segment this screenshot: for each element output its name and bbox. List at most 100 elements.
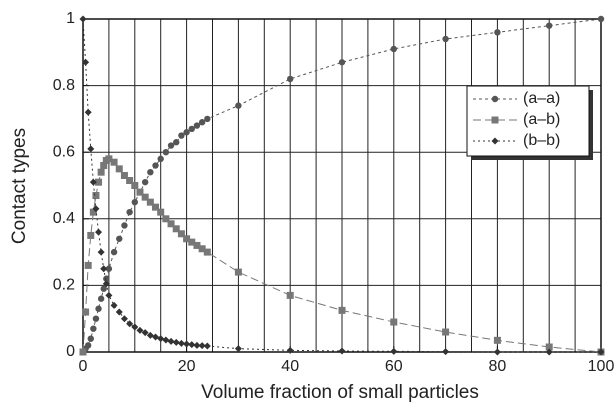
marker — [115, 165, 123, 173]
marker — [167, 337, 175, 345]
marker — [172, 225, 180, 233]
marker — [92, 191, 100, 199]
marker — [234, 268, 242, 276]
marker — [152, 162, 159, 169]
marker — [198, 119, 206, 126]
marker — [92, 205, 100, 213]
marker — [141, 193, 149, 201]
marker — [162, 149, 170, 156]
marker — [126, 320, 134, 328]
legend-marker — [491, 116, 499, 124]
marker — [126, 177, 134, 185]
y-tick-label: 0.8 — [53, 77, 75, 94]
marker — [287, 75, 294, 83]
marker — [90, 325, 97, 332]
marker — [115, 308, 123, 316]
y-tick-label: 0.2 — [53, 277, 75, 294]
marker — [167, 220, 175, 228]
y-tick-label: 0.4 — [53, 210, 75, 227]
marker — [177, 339, 185, 347]
marker — [87, 145, 95, 153]
marker — [162, 336, 170, 344]
marker — [546, 22, 553, 29]
marker — [286, 346, 294, 354]
marker — [286, 291, 294, 299]
marker — [183, 235, 191, 243]
marker — [89, 208, 97, 216]
marker — [146, 198, 154, 206]
marker — [141, 329, 149, 337]
marker — [100, 162, 108, 170]
marker — [87, 335, 94, 342]
legend — [466, 85, 590, 157]
marker — [97, 248, 105, 256]
marker — [338, 347, 346, 355]
marker — [95, 178, 103, 186]
marker — [442, 35, 449, 43]
marker — [92, 315, 100, 322]
marker — [103, 275, 110, 282]
marker — [203, 248, 211, 256]
x-tick-label: 40 — [281, 358, 299, 375]
legend-label: (a–b) — [523, 111, 560, 128]
marker — [183, 340, 191, 348]
marker — [97, 295, 105, 302]
legend-marker — [491, 95, 499, 103]
marker — [147, 168, 154, 176]
marker — [198, 245, 206, 253]
marker — [390, 45, 397, 53]
marker — [152, 333, 160, 341]
marker — [545, 348, 553, 356]
marker — [100, 285, 107, 292]
marker — [193, 122, 201, 129]
marker — [597, 15, 605, 23]
y-tick-label: 0.6 — [53, 143, 75, 160]
x-tick-label: 20 — [178, 358, 196, 375]
marker — [82, 58, 90, 66]
marker — [173, 139, 180, 146]
marker — [167, 142, 175, 149]
marker — [97, 168, 105, 176]
marker — [193, 341, 201, 349]
marker — [493, 336, 501, 344]
marker — [172, 338, 180, 346]
marker — [152, 203, 160, 211]
x-tick-label: 60 — [385, 358, 403, 375]
marker — [183, 129, 190, 136]
marker — [95, 228, 103, 236]
x-tick-label: 100 — [588, 358, 615, 375]
marker — [102, 280, 110, 288]
marker — [89, 178, 97, 186]
marker — [338, 306, 346, 314]
marker — [131, 323, 139, 331]
marker — [442, 328, 450, 336]
marker — [82, 308, 90, 316]
marker — [494, 29, 501, 36]
marker — [177, 230, 185, 238]
marker — [136, 188, 144, 196]
marker — [105, 265, 113, 272]
marker — [234, 345, 242, 353]
x-tick-label: 0 — [79, 358, 88, 375]
x-tick-label: 80 — [489, 358, 507, 375]
y-tick-label: 1 — [66, 10, 75, 27]
marker — [188, 125, 195, 133]
y-axis-label: Contact types — [9, 128, 30, 244]
marker — [390, 347, 398, 355]
legend-marker — [491, 137, 499, 145]
marker — [157, 155, 164, 163]
marker — [84, 261, 92, 269]
marker — [188, 238, 196, 246]
marker — [120, 315, 128, 323]
marker — [131, 198, 138, 206]
marker — [141, 178, 149, 186]
marker — [79, 15, 87, 23]
marker — [116, 235, 123, 242]
marker — [95, 305, 102, 312]
marker — [126, 208, 133, 216]
marker — [178, 132, 185, 139]
marker — [157, 335, 165, 343]
marker — [84, 108, 92, 116]
marker — [105, 155, 113, 163]
marker — [545, 343, 553, 351]
